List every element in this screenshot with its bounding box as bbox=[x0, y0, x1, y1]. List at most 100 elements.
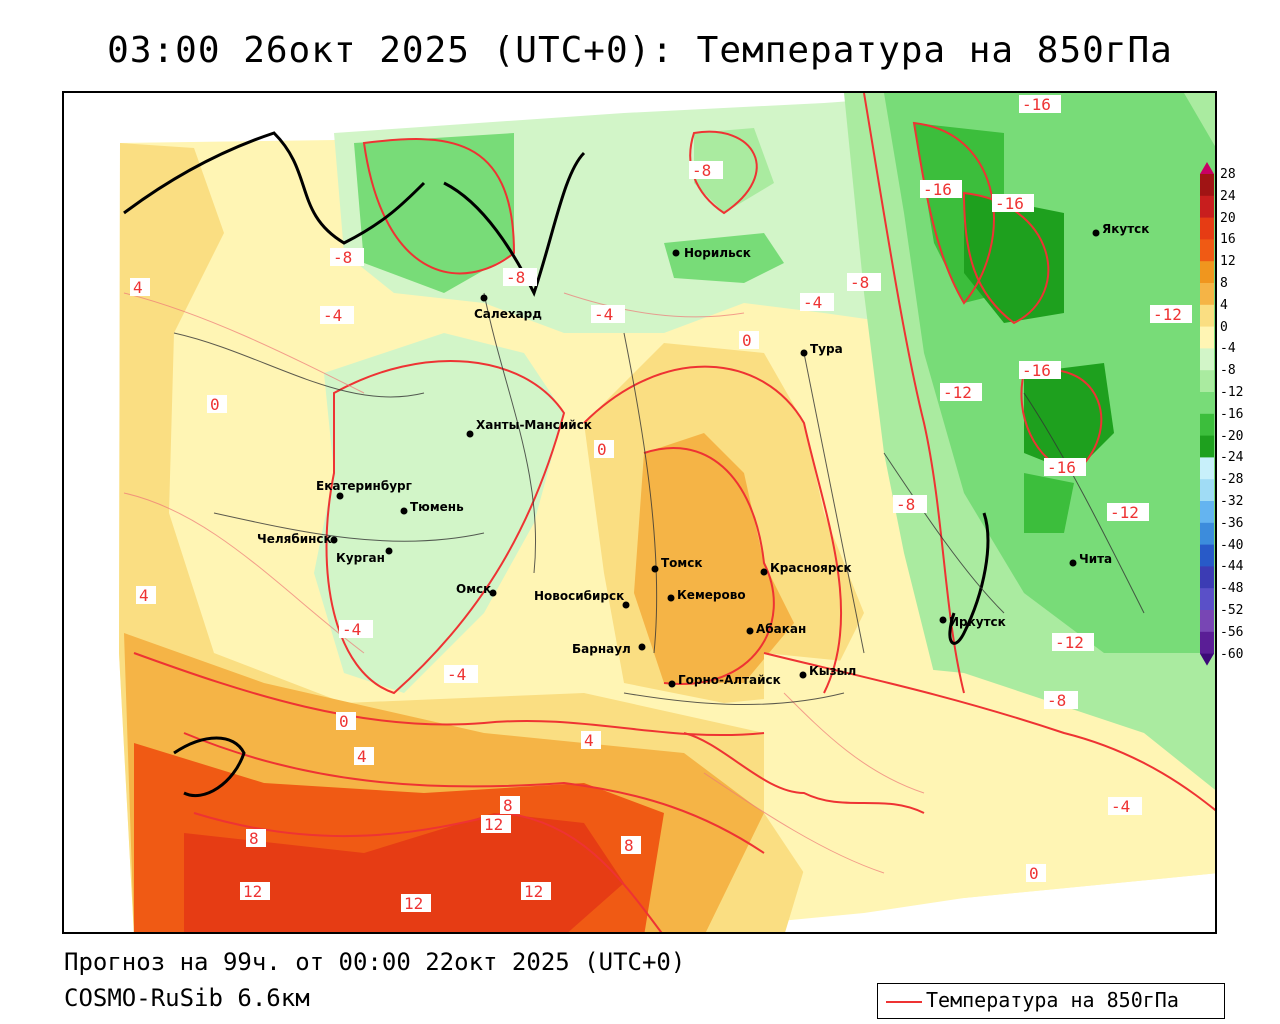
contour-label: 0 bbox=[1029, 864, 1039, 883]
contour-label: 12 bbox=[243, 882, 262, 901]
colorbar-tick-label: -12 bbox=[1220, 385, 1244, 400]
contour-label: -8 bbox=[896, 495, 915, 514]
city-label: Красноярск bbox=[770, 561, 852, 575]
cool-center bbox=[314, 333, 564, 693]
city-dot bbox=[336, 492, 344, 500]
city-dot bbox=[622, 601, 630, 609]
contour-labels: -16 -16 -16 -16 -16 -12 -12 -12 -12 -8 -… bbox=[130, 95, 1192, 913]
city-dot bbox=[668, 680, 676, 688]
city-label: Новосибирск bbox=[534, 589, 624, 603]
contour-label: -16 bbox=[1022, 361, 1051, 380]
contour-label: -16 bbox=[995, 194, 1024, 213]
city-label: Кемерово bbox=[677, 588, 746, 602]
contour-label: -12 bbox=[943, 383, 972, 402]
city-dot bbox=[480, 294, 488, 302]
colorbar-swatch bbox=[1200, 348, 1214, 371]
city-label: Якутск bbox=[1102, 222, 1149, 236]
colorbar-swatch bbox=[1200, 239, 1214, 262]
contour-label: -16 bbox=[1022, 95, 1051, 114]
colorbar-swatch bbox=[1200, 326, 1214, 349]
colorbar-tick-label: 4 bbox=[1220, 297, 1228, 313]
contour-label: 4 bbox=[133, 278, 143, 297]
colorbar-tick-label: -8 bbox=[1220, 363, 1236, 379]
contour-label: -12 bbox=[1153, 305, 1182, 324]
colorbar-tick-label: 0 bbox=[1220, 319, 1228, 335]
city-label: Екатеринбург bbox=[316, 479, 412, 493]
admin-borders bbox=[173, 292, 1145, 706]
city-dot bbox=[760, 568, 768, 576]
contour-label: -4 bbox=[323, 306, 342, 325]
city-dot bbox=[1092, 229, 1100, 237]
contour-label: -8 bbox=[506, 268, 525, 287]
contour-label: 0 bbox=[210, 395, 220, 414]
city-label: Салехард bbox=[474, 307, 542, 321]
colorbar-swatch bbox=[1200, 610, 1214, 633]
contour-label: 4 bbox=[357, 747, 367, 766]
city-dot bbox=[638, 643, 646, 651]
contour-label: -12 bbox=[1110, 503, 1139, 522]
legend-line-swatch bbox=[886, 1001, 922, 1003]
contour-label: 4 bbox=[584, 731, 594, 750]
warm-tongue-core bbox=[634, 433, 794, 683]
contour-label: -12 bbox=[1055, 633, 1084, 652]
colorbar-swatch bbox=[1200, 283, 1214, 306]
city-label: Челябинск bbox=[257, 532, 332, 546]
colorbar-tick-label: -16 bbox=[1220, 406, 1244, 422]
city-label: Норильск bbox=[684, 246, 751, 260]
colorbar-tick-label: -32 bbox=[1220, 494, 1244, 509]
city-dot bbox=[400, 507, 408, 515]
colorbar-tick-label: -44 bbox=[1220, 559, 1244, 575]
southeast-mix bbox=[764, 653, 1215, 903]
coldest-band-2 bbox=[964, 193, 1064, 323]
city-dot bbox=[385, 547, 393, 555]
contour-label: -8 bbox=[692, 161, 711, 180]
colorbar-swatch bbox=[1200, 588, 1214, 611]
map-title: 03:00 26окт 2025 (UTC+0): Температура на… bbox=[107, 30, 1173, 71]
city-dot bbox=[466, 430, 474, 438]
contour-label: 12 bbox=[524, 882, 543, 901]
colorbar-swatch bbox=[1200, 370, 1214, 393]
legend-label: Температура на 850гПа bbox=[926, 988, 1179, 1012]
forecast-info: Прогноз на 99ч. от 00:00 22окт 2025 (UTC… bbox=[64, 948, 686, 976]
contour-label: 12 bbox=[484, 815, 503, 834]
city-label: Ханты-Мансийск bbox=[476, 418, 592, 432]
city-dot bbox=[330, 536, 338, 544]
city-label: Омск bbox=[456, 582, 491, 596]
colorbar bbox=[1200, 162, 1280, 692]
colorbar-swatch bbox=[1200, 392, 1214, 415]
city-label: Курган bbox=[336, 551, 385, 565]
contour-label: 0 bbox=[742, 331, 752, 350]
contour-label: -16 bbox=[1047, 458, 1076, 477]
colorbar-swatch bbox=[1200, 544, 1214, 567]
city-label: Томск bbox=[661, 556, 703, 570]
cool-island bbox=[694, 128, 774, 213]
colorbar-tick-label: -36 bbox=[1220, 515, 1244, 531]
weather-map[interactable]: Норильск Салехард Якутск Тура Ханты-Манс… bbox=[62, 91, 1217, 934]
cooler-north-west bbox=[354, 133, 514, 293]
contour-label: -8 bbox=[850, 273, 869, 292]
model-name: COSMO-RuSib 6.6км bbox=[64, 984, 310, 1012]
colorbar-swatch bbox=[1200, 174, 1214, 197]
colorbar-tick-label: 12 bbox=[1220, 254, 1236, 270]
colorbar-tick-label: -56 bbox=[1220, 624, 1244, 640]
colorbar-tick-label: 28 bbox=[1220, 167, 1236, 182]
colorbar-swatch bbox=[1200, 631, 1214, 655]
contour-label: -4 bbox=[342, 620, 361, 639]
city-dot bbox=[651, 565, 659, 573]
colorbar-tick-label: -60 bbox=[1220, 646, 1244, 662]
colorbar-swatch bbox=[1200, 457, 1214, 480]
colorbar-swatch bbox=[1200, 501, 1214, 524]
contour-label: -4 bbox=[1111, 797, 1130, 816]
colorbar-tick-label: -28 bbox=[1220, 472, 1244, 488]
city-markers: Норильск Салехард Якутск Тура Ханты-Манс… bbox=[257, 222, 1149, 688]
city-label: Кызыл bbox=[809, 664, 856, 678]
city-label: Чита bbox=[1079, 552, 1112, 566]
contour-label: 8 bbox=[249, 829, 259, 848]
colorbar-swatch bbox=[1200, 261, 1214, 284]
city-dot bbox=[799, 671, 807, 679]
city-dot bbox=[672, 249, 680, 257]
colorbar-swatch bbox=[1200, 479, 1214, 502]
colorbar-bottom-arrow bbox=[1200, 653, 1214, 666]
contour-label: 4 bbox=[139, 586, 149, 605]
contour-label: -4 bbox=[594, 305, 613, 324]
